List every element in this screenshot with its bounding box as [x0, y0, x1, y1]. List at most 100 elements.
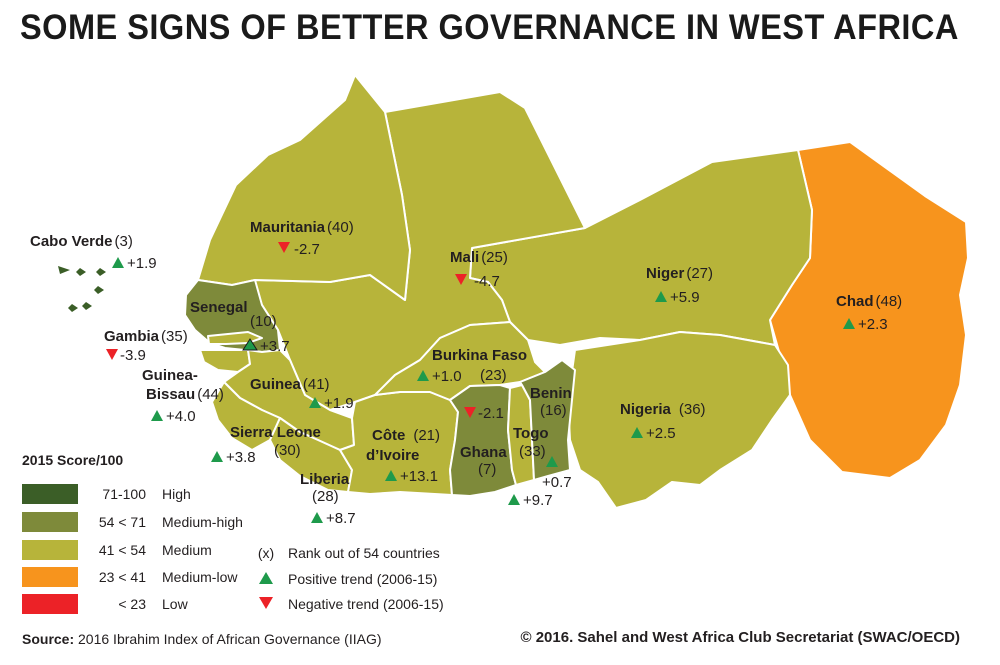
island-cabo-verde-1: [58, 266, 70, 274]
legend-item-high: 71-100 High: [22, 484, 191, 504]
label-mauritania: Mauritania (40): [250, 219, 354, 236]
triangle-down-icon: [256, 596, 276, 612]
label-liberia: Liberia: [300, 471, 350, 488]
legend-range: < 23: [118, 596, 146, 612]
triangle-down-icon: [278, 242, 290, 253]
trend-mauritania: -2.7: [294, 241, 320, 258]
region-mauritania: [197, 74, 411, 301]
guinea-bissau-name: Bissau: [146, 386, 195, 403]
legend-range: 71-100: [102, 486, 146, 502]
key-rank-text: Rank out of 54 countries: [288, 545, 440, 561]
label-chad: Chad (48): [836, 293, 902, 310]
legend-item-medium-low: 23 < 41 Medium-low: [22, 567, 237, 587]
key-rank: (x) Rank out of 54 countries: [256, 545, 440, 561]
label-gambia: Gambia (35): [104, 328, 188, 345]
triangle-up-icon: [211, 451, 223, 462]
legend-item-medium: 41 < 54 Medium: [22, 540, 212, 560]
island-cabo-verde-2: [76, 268, 86, 276]
niger-name: Niger: [646, 265, 685, 282]
mauritania-rank: (40): [327, 219, 354, 236]
region-sierra-leone: [211, 381, 281, 451]
niger-rank: (27): [686, 265, 713, 282]
label-cote-divoire-1: Côte (21): [372, 427, 440, 444]
trend-burkina-faso: +1.0: [432, 368, 462, 385]
label-guinea-bissau-1: Guinea-: [142, 367, 198, 384]
mauritania-name: Mauritania: [250, 219, 326, 236]
legend-swatch: [22, 594, 78, 614]
trend-cote-divoire: +13.1: [400, 468, 438, 485]
cote-divoire-rank: (21): [413, 427, 440, 444]
island-cabo-verde-3: [96, 268, 106, 276]
triangle-up-icon: [242, 338, 258, 351]
trend-togo: +9.7: [523, 492, 553, 509]
label-mali: Mali (25): [450, 249, 508, 266]
region-benin: [519, 359, 576, 481]
map-title: SOME SIGNS OF BETTER GOVERNANCE IN WEST …: [20, 8, 959, 47]
legend-range: 23 < 41: [98, 569, 146, 585]
legend-category: High: [162, 486, 191, 502]
label-burkina-faso: Burkina Faso: [432, 347, 527, 364]
label-niger: Niger (27): [646, 265, 713, 282]
island-cabo-verde-5: [82, 302, 92, 310]
triangle-up-icon: [256, 571, 276, 587]
gambia-name: Gambia: [104, 328, 160, 345]
triangle-up-icon: [385, 470, 397, 481]
triangle-up-icon: [655, 291, 667, 302]
rank-burkina-faso: (23): [480, 367, 507, 384]
rank-togo: (33): [519, 443, 546, 460]
mali-rank: (25): [481, 249, 508, 266]
legend-swatch: [22, 512, 78, 532]
trend-guinea: +1.9: [324, 395, 354, 412]
trend-senegal: +3.7: [260, 338, 290, 355]
mali-name: Mali: [450, 249, 479, 266]
nigeria-name: Nigeria: [620, 401, 672, 418]
chad-name: Chad: [836, 293, 874, 310]
label-ghana: Ghana: [460, 444, 507, 461]
legend-swatch: [22, 484, 78, 504]
key-positive: Positive trend (2006-15): [256, 571, 437, 587]
rank-ghana: (7): [478, 461, 496, 478]
copyright-credit: © 2016. Sahel and West Africa Club Secre…: [520, 629, 960, 646]
trend-liberia: +8.7: [326, 510, 356, 527]
label-benin: Benin: [530, 385, 572, 402]
key-rank-symbol: (x): [257, 545, 275, 561]
trend-ghana: -2.1: [478, 405, 504, 422]
label-cote-divoire-2: d’Ivoire: [366, 447, 419, 464]
label-sierra-leone: Sierra Leone: [230, 424, 321, 441]
source-label: Source:: [22, 631, 75, 647]
label-guinea: Guinea (41): [250, 376, 330, 393]
trend-nigeria: +2.5: [646, 425, 676, 442]
island-cabo-verde-6: [68, 304, 78, 312]
legend-title: 2015 Score/100: [22, 452, 124, 468]
legend-item-low: < 23 Low: [22, 594, 188, 614]
triangle-up-icon: [843, 318, 855, 329]
triangle-down-icon: [455, 274, 467, 285]
triangle-up-icon: [151, 410, 163, 421]
source-note: Source: 2016 Ibrahim Index of African Go…: [22, 631, 382, 647]
label-nigeria: Nigeria (36): [620, 401, 706, 418]
legend-range: 41 < 54: [98, 542, 146, 558]
guinea-name: Guinea: [250, 376, 302, 393]
region-ghana: [449, 384, 517, 497]
triangle-up-icon: [311, 512, 323, 523]
region-nigeria: [567, 331, 791, 509]
rank-sierra-leone: (30): [274, 442, 301, 459]
chad-rank: (48): [876, 293, 903, 310]
label-togo: Togo: [513, 425, 549, 442]
trend-niger: +5.9: [670, 289, 700, 306]
triangle-up-icon: [546, 456, 558, 467]
guinea-bissau-rank: (44): [197, 386, 224, 403]
trend-cabo-verde: +1.9: [127, 255, 157, 272]
legend-swatch: [22, 567, 78, 587]
triangle-up-icon: [417, 370, 429, 381]
legend-category: Medium: [162, 542, 212, 558]
trend-benin: +0.7: [542, 474, 572, 491]
label-guinea-bissau-2: Bissau (44): [146, 386, 224, 403]
cote-divoire-name-1: Côte: [372, 427, 405, 444]
triangle-up-icon: [309, 397, 321, 408]
legend-category: Medium-low: [162, 569, 238, 585]
legend-range: 54 < 71: [98, 514, 146, 530]
gambia-rank: (35): [161, 328, 188, 345]
label-cabo-verde: Cabo Verde (3): [30, 233, 133, 250]
